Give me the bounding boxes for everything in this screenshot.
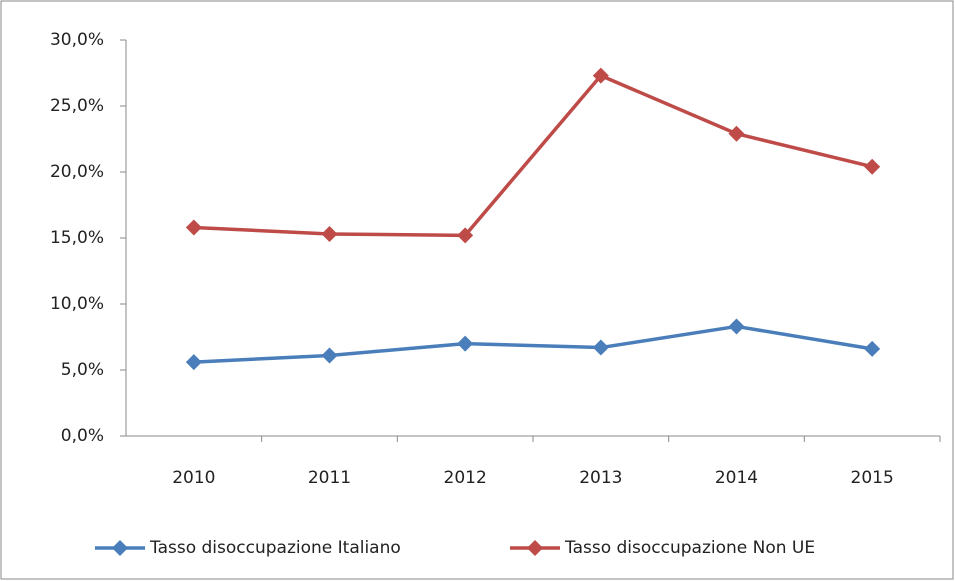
data-point xyxy=(457,335,474,352)
data-point xyxy=(728,318,745,335)
legend-marker xyxy=(527,540,543,556)
series-line xyxy=(193,324,873,364)
data-point xyxy=(321,226,338,243)
y-tick-label: 15,0% xyxy=(50,228,104,248)
data-point xyxy=(864,158,881,175)
data-point xyxy=(592,339,609,356)
x-tick-label: 2012 xyxy=(444,468,487,488)
series-line xyxy=(193,73,873,238)
y-tick-label: 20,0% xyxy=(50,162,104,182)
legend-label: Tasso disoccupazione Italiano xyxy=(149,538,401,558)
y-tick-label: 0,0% xyxy=(61,426,104,446)
data-point xyxy=(457,227,474,244)
x-tick-label: 2013 xyxy=(579,468,622,488)
y-tick-label: 5,0% xyxy=(61,360,104,380)
data-point xyxy=(728,125,745,142)
x-tick-label: 2010 xyxy=(172,468,215,488)
data-point xyxy=(185,354,202,371)
x-tick-label: 2011 xyxy=(308,468,351,488)
data-point xyxy=(592,67,609,84)
y-tick-label: 25,0% xyxy=(50,96,104,116)
x-tick-label: 2014 xyxy=(715,468,758,488)
x-tick-label: 2015 xyxy=(851,468,894,488)
legend-marker xyxy=(112,540,128,556)
data-point xyxy=(321,347,338,364)
data-point xyxy=(185,219,202,236)
legend-label: Tasso disoccupazione Non UE xyxy=(564,538,815,558)
y-tick-label: 10,0% xyxy=(50,294,104,314)
y-tick-label: 30,0% xyxy=(50,30,104,50)
data-point xyxy=(864,340,881,357)
